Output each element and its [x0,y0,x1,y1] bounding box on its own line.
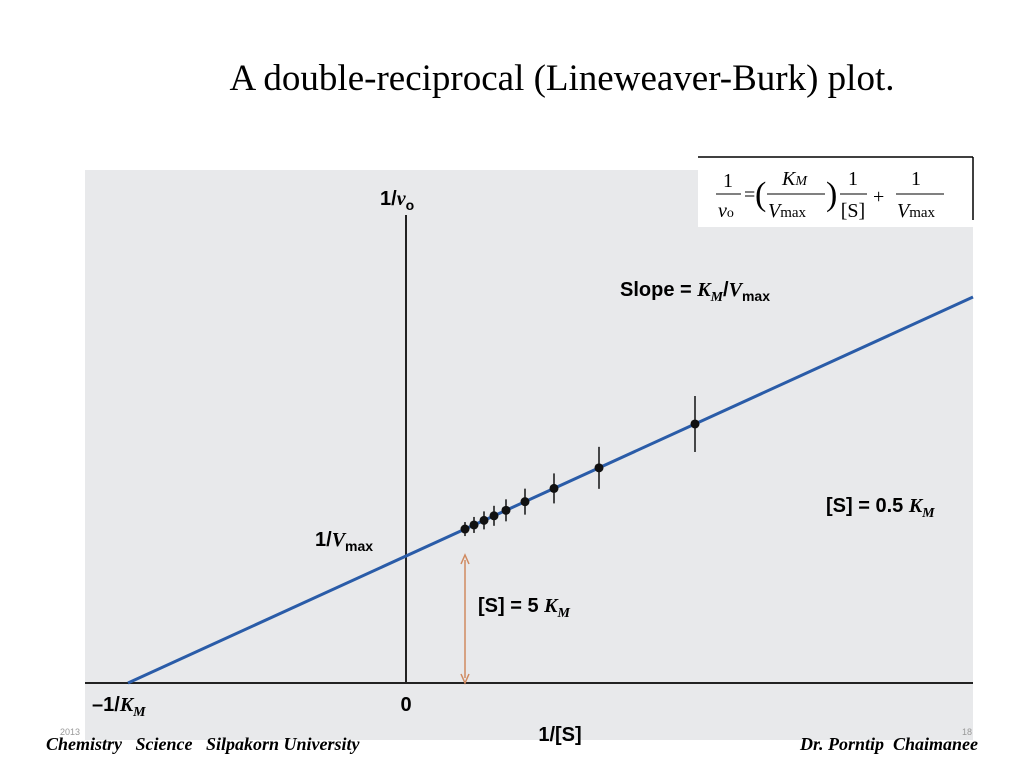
x-axis-label: 1/[S] [538,724,581,746]
data-point [489,511,499,521]
label-sub: M [710,290,724,305]
eq-part: Vmax [897,200,936,222]
eq-part: ) [826,176,837,213]
equation-box [698,157,973,227]
label-sub: M [556,606,570,621]
label-var: K [543,595,559,617]
x-intercept-label: –1/KM [92,694,146,720]
eq-part: 1 [911,168,921,190]
arrow-heads [460,553,470,685]
data-point [501,505,511,515]
label-var: v [397,188,407,210]
label-part: 1/ [380,188,397,210]
eq-part: 1 [723,170,733,192]
eq-var: V [768,200,783,222]
data-point [690,419,700,429]
label-sub: o [406,197,415,213]
data-point [520,497,530,507]
label-var: V [729,279,744,301]
label-var: K [908,495,924,517]
data-point [460,524,470,534]
eq-sub: max [780,205,806,221]
label-part: [S] = 5 [478,595,544,617]
data-point [549,483,559,493]
label-part: / [723,279,729,301]
label-var: K [696,279,712,301]
data-point [479,515,489,525]
eq-var: V [897,200,912,222]
footer-year: 2013 [60,727,80,737]
eq-part: ( [755,176,766,213]
label-var: V [332,529,347,551]
eq-part: 1 [848,168,858,190]
label-sub: max [742,288,770,304]
slide-title: A double-reciprocal (Lineweaver-Burk) pl… [230,58,895,99]
eq-sub: M [794,174,808,189]
high-s-label: [S] = 5 KM [478,595,570,621]
data-points [460,395,700,537]
data-point [469,520,479,530]
eq-sub: o [727,206,734,221]
footer-right: Dr. Porntip Chaimanee [799,734,978,754]
label-var: K [119,694,135,716]
label-sub: max [345,538,373,554]
data-point [594,463,604,473]
footer-left: Chemistry Science Silpakorn University [46,734,361,754]
label-part: 1/ [315,529,332,551]
eq-var: K [781,168,797,190]
origin-label: 0 [400,694,411,716]
label-sub: M [132,705,146,720]
slope-label: Slope = KM/Vmax [620,279,770,305]
label-part: –1/ [92,694,120,716]
y-axis-label: 1/vo [380,188,414,213]
label-part: [S] = 0.5 [826,495,909,517]
eq-var: v [718,200,727,222]
eq-part: KM [781,168,808,190]
y-intercept-label: 1/Vmax [315,529,373,554]
label-sub: M [921,506,935,521]
eq-part: vo [718,200,734,222]
footer-page: 18 [962,727,972,737]
label-part: Slope = [620,279,697,301]
eq-part: + [873,186,884,208]
eq-part: [S] [841,200,865,222]
equation: 1 vo = ( KM Vmax ) 1 [S] + 1 Vmax [716,168,944,222]
eq-part: = [744,184,755,206]
eq-sub: max [909,205,935,221]
figure-background [85,170,973,740]
low-s-label: [S] = 0.5 KM [826,495,935,521]
eq-part: Vmax [768,200,807,222]
